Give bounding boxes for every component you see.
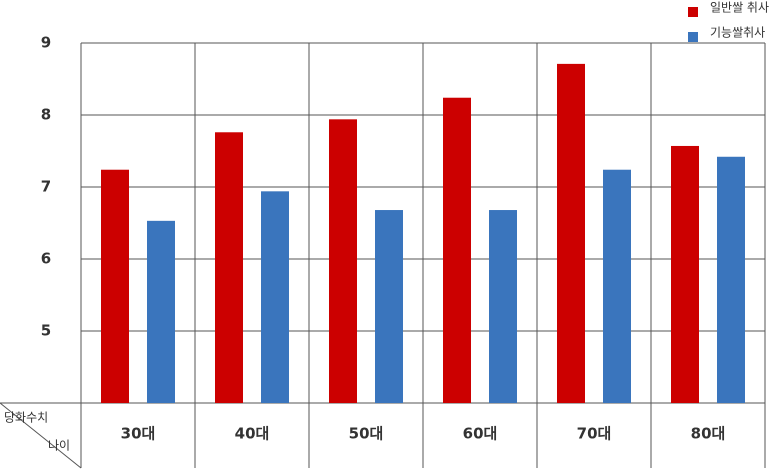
x-axis-label: 나이	[48, 439, 70, 453]
y-tick-label: 9	[41, 34, 51, 52]
bar	[261, 191, 289, 403]
bar	[671, 145, 699, 403]
corner-diagonal	[0, 402, 82, 469]
bar	[557, 63, 585, 403]
bar	[375, 210, 403, 403]
x-tick-label: 80대	[691, 425, 726, 443]
bar	[215, 132, 243, 403]
y-tick-label: 7	[41, 178, 51, 196]
x-tick-label: 50대	[349, 425, 384, 443]
legend-swatch	[688, 7, 698, 17]
x-tick-label: 30대	[121, 425, 156, 443]
legend-swatch	[688, 32, 698, 42]
y-tick-label: 5	[41, 322, 51, 340]
bar	[717, 156, 745, 403]
bar	[329, 119, 357, 403]
bar	[489, 210, 517, 403]
bar	[603, 169, 631, 403]
y-tick-label: 8	[41, 106, 51, 124]
bar	[101, 169, 129, 403]
y-axis-label: 당화수치	[4, 411, 48, 425]
x-tick-label: 60대	[463, 425, 498, 443]
legend-label: 일반쌀 취사	[710, 1, 769, 15]
legend-label: 기능쌀취사	[710, 26, 765, 40]
x-tick-label: 40대	[235, 425, 270, 443]
x-tick-label: 70대	[577, 425, 612, 443]
bar	[443, 97, 471, 403]
y-tick-label: 6	[41, 250, 51, 268]
bar	[147, 220, 175, 403]
